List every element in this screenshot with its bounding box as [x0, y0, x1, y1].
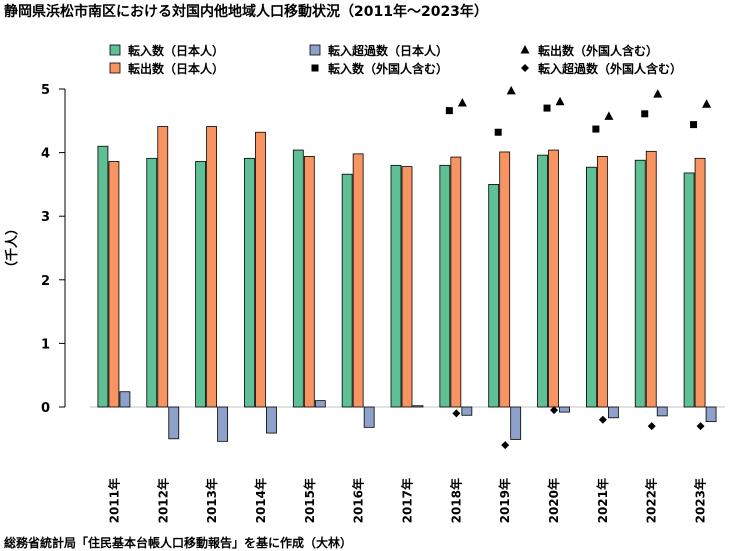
x-tick-label: 2014年 [253, 478, 268, 523]
y-tick-label: 5 [41, 83, 50, 98]
x-tick-label: 2013年 [204, 478, 219, 523]
x-tick-label: 2015年 [302, 478, 317, 523]
bar [244, 157, 255, 408]
diamond-marker [696, 422, 705, 431]
diamond-marker [598, 415, 607, 424]
legend-diamond-marker [521, 64, 529, 72]
diamond-marker [501, 441, 510, 450]
legend-swatch [109, 62, 121, 74]
x-tick-label: 2016年 [351, 478, 366, 523]
square-marker [641, 110, 649, 118]
x-tick-label: 2018年 [448, 478, 463, 523]
bar [341, 173, 353, 408]
bar [352, 153, 364, 408]
triangle-marker [653, 89, 663, 98]
chart-title: 静岡県浜松市南区における対国内他地域人口移動状況（2011年～2023年） [4, 4, 488, 20]
y-tick-label: 1 [41, 337, 50, 352]
y-tick-label: 4 [41, 147, 50, 162]
bar [705, 406, 717, 423]
bar [488, 183, 500, 408]
bar [499, 151, 511, 408]
square-marker [592, 125, 600, 133]
x-tick-label: 2011年 [106, 478, 121, 523]
bar [363, 406, 375, 428]
triangle-marker [506, 85, 516, 95]
bar [97, 145, 109, 408]
bar [266, 406, 277, 434]
bar [119, 391, 131, 408]
bar [146, 157, 158, 408]
y-tick-label: 3 [41, 210, 50, 225]
bar [412, 405, 424, 408]
bar [292, 149, 304, 408]
legend-label: 転入数（外国人含む） [328, 61, 448, 76]
bar [683, 172, 695, 408]
legend-label: 転入超過数（外国人含む） [538, 61, 682, 76]
square-marker [543, 104, 551, 112]
x-tick-label: 2023年 [693, 478, 708, 523]
x-tick-label: 2017年 [400, 478, 415, 523]
bar [168, 406, 180, 440]
diamond-marker [550, 406, 559, 415]
bar [656, 406, 668, 417]
triangle-marker [555, 96, 565, 106]
y-tick-label: 0 [41, 401, 50, 416]
square-marker [445, 107, 453, 115]
x-tick-label: 2019年 [497, 478, 512, 523]
bar [548, 149, 559, 408]
bar [390, 164, 402, 408]
bar [157, 126, 169, 408]
legend-swatch [309, 44, 321, 56]
y-axis-label: （千人） [4, 222, 20, 274]
bar [607, 406, 619, 419]
bar [694, 157, 706, 408]
bar [206, 126, 218, 408]
legend-label: 転出数（日本人） [128, 61, 224, 76]
triangle-marker [604, 111, 614, 120]
source-note: 総務省統計局「住民基本台帳人口移動報告」を基に作成（大林） [4, 536, 353, 550]
triangle-marker [457, 97, 467, 107]
square-marker [690, 121, 698, 129]
legend-swatch [109, 44, 121, 56]
x-tick-label: 2020年 [546, 478, 561, 523]
x-tick-label: 2021年 [595, 478, 610, 523]
bar [510, 406, 522, 440]
legend-label: 転出数（外国人含む） [538, 43, 658, 58]
bar [634, 159, 646, 408]
bar [314, 400, 326, 408]
diamond-marker [647, 422, 656, 431]
bar [645, 150, 657, 408]
bar [255, 131, 266, 408]
bar [461, 406, 473, 416]
x-tick-label: 2022年 [644, 478, 659, 523]
bar [217, 406, 229, 442]
bar [303, 156, 315, 408]
bar [537, 154, 548, 408]
triangle-marker [702, 99, 712, 108]
bar [596, 156, 608, 408]
legend-triangle-marker [520, 45, 530, 54]
bar [585, 166, 597, 408]
bar [439, 164, 451, 408]
legend-square-marker [311, 64, 319, 72]
bar [108, 161, 120, 408]
bar [401, 166, 413, 408]
bar [559, 406, 570, 413]
legend-label: 転入数（日本人） [128, 43, 224, 58]
x-tick-label: 2012年 [155, 478, 170, 523]
bar [450, 156, 462, 408]
legend-label: 転入超過数（日本人） [328, 43, 448, 58]
bar [195, 161, 207, 408]
y-tick-label: 2 [41, 274, 50, 289]
square-marker [494, 128, 502, 136]
diamond-marker [452, 409, 461, 418]
